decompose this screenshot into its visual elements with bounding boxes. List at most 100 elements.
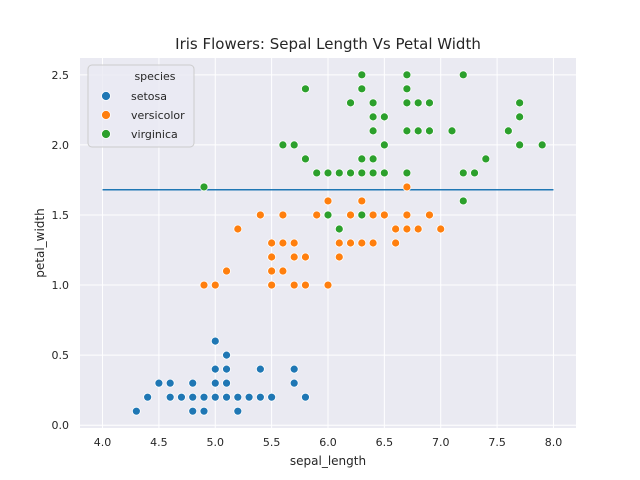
data-point-virginica	[323, 210, 333, 220]
x-tick-label: 6.0	[319, 436, 337, 449]
data-point-setosa	[255, 392, 265, 402]
data-point-versicolor	[425, 210, 434, 220]
data-point-virginica	[368, 98, 378, 108]
data-point-virginica	[346, 98, 355, 108]
x-tick-labels: 4.0 4.5 5.0 5.5 6.0 6.5 7.0 7.5 8.0	[94, 436, 562, 449]
data-point-virginica	[357, 168, 367, 178]
data-point-virginica	[379, 168, 389, 178]
data-point-versicolor	[289, 238, 299, 248]
legend-marker-virginica	[101, 129, 111, 139]
data-point-versicolor	[199, 280, 209, 290]
data-point-versicolor	[210, 280, 220, 290]
chart-title: Iris Flowers: Sepal Length Vs Petal Widt…	[175, 35, 481, 53]
data-point-setosa	[177, 392, 186, 402]
data-point-virginica	[425, 126, 434, 136]
data-point-versicolor	[267, 266, 277, 276]
data-point-versicolor	[222, 266, 231, 276]
data-point-virginica	[199, 182, 209, 192]
data-point-versicolor	[402, 182, 412, 192]
data-point-virginica	[413, 98, 423, 108]
data-point-setosa	[233, 406, 243, 416]
data-point-setosa	[188, 378, 198, 388]
y-tick-label: 0.0	[52, 419, 70, 432]
legend-label-virginica: virginica	[131, 128, 178, 141]
data-point-setosa	[199, 406, 209, 416]
data-point-setosa	[143, 392, 153, 402]
legend-label-setosa: setosa	[131, 90, 167, 103]
data-point-virginica	[425, 98, 434, 108]
data-point-virginica	[368, 112, 378, 122]
data-point-setosa	[154, 378, 164, 388]
data-point-setosa	[255, 364, 265, 374]
data-point-versicolor	[391, 224, 401, 234]
data-point-versicolor	[379, 210, 389, 220]
data-point-virginica	[503, 126, 513, 136]
data-point-virginica	[402, 98, 412, 108]
data-point-virginica	[458, 70, 468, 80]
data-point-virginica	[537, 140, 547, 150]
data-point-setosa	[131, 406, 141, 416]
x-tick-label: 6.5	[376, 436, 394, 449]
data-point-virginica	[357, 84, 367, 94]
data-point-versicolor	[278, 238, 288, 248]
data-point-virginica	[402, 70, 412, 80]
data-point-versicolor	[255, 210, 265, 220]
data-point-setosa	[289, 378, 299, 388]
data-point-versicolor	[278, 210, 288, 220]
data-point-virginica	[312, 168, 322, 178]
data-point-versicolor	[413, 224, 423, 234]
data-point-virginica	[368, 126, 378, 136]
y-tick-labels: 0.0 0.5 1.0 1.5 2.0 2.5	[52, 69, 70, 432]
data-point-setosa	[222, 350, 231, 360]
data-point-virginica	[515, 98, 525, 108]
data-point-virginica	[323, 168, 333, 178]
data-point-versicolor	[368, 210, 378, 220]
y-tick-label: 1.5	[52, 209, 70, 222]
data-point-setosa	[244, 392, 254, 402]
x-tick-label: 8.0	[545, 436, 563, 449]
data-point-setosa	[165, 378, 175, 388]
x-tick-label: 4.5	[150, 436, 168, 449]
data-point-versicolor	[301, 252, 310, 262]
data-point-versicolor	[267, 238, 277, 248]
y-tick-label: 1.0	[52, 279, 70, 292]
data-point-versicolor	[323, 196, 333, 206]
data-point-virginica	[334, 168, 344, 178]
data-point-virginica	[402, 84, 412, 94]
data-point-virginica	[301, 154, 310, 164]
data-point-versicolor	[233, 224, 243, 234]
data-point-virginica	[346, 168, 355, 178]
data-point-virginica	[357, 70, 367, 80]
data-point-virginica	[301, 84, 310, 94]
data-point-versicolor	[289, 252, 299, 262]
data-point-setosa	[210, 378, 220, 388]
data-point-versicolor	[346, 210, 355, 220]
y-axis-label: petal_width	[33, 208, 47, 277]
data-point-versicolor	[402, 210, 412, 220]
legend-label-versicolor: versicolor	[131, 109, 185, 122]
data-point-virginica	[481, 154, 491, 164]
data-point-setosa	[188, 406, 198, 416]
data-point-versicolor	[357, 196, 367, 206]
data-point-setosa	[210, 336, 220, 346]
data-point-versicolor	[391, 238, 401, 248]
data-point-setosa	[222, 392, 231, 402]
data-point-versicolor	[278, 266, 288, 276]
grid	[80, 58, 576, 428]
data-point-versicolor	[436, 224, 446, 234]
data-point-versicolor	[267, 280, 277, 290]
data-point-versicolor	[289, 280, 299, 290]
data-point-setosa	[267, 392, 277, 402]
x-tick-label: 7.0	[432, 436, 450, 449]
data-point-setosa	[210, 392, 220, 402]
data-point-virginica	[379, 140, 389, 150]
data-point-virginica	[402, 126, 412, 136]
data-point-virginica	[278, 140, 288, 150]
data-point-virginica	[357, 210, 367, 220]
data-point-virginica	[470, 168, 479, 178]
legend-box	[87, 64, 195, 148]
data-point-versicolor	[312, 210, 322, 220]
data-point-versicolor	[402, 224, 412, 234]
data-point-setosa	[222, 364, 231, 374]
